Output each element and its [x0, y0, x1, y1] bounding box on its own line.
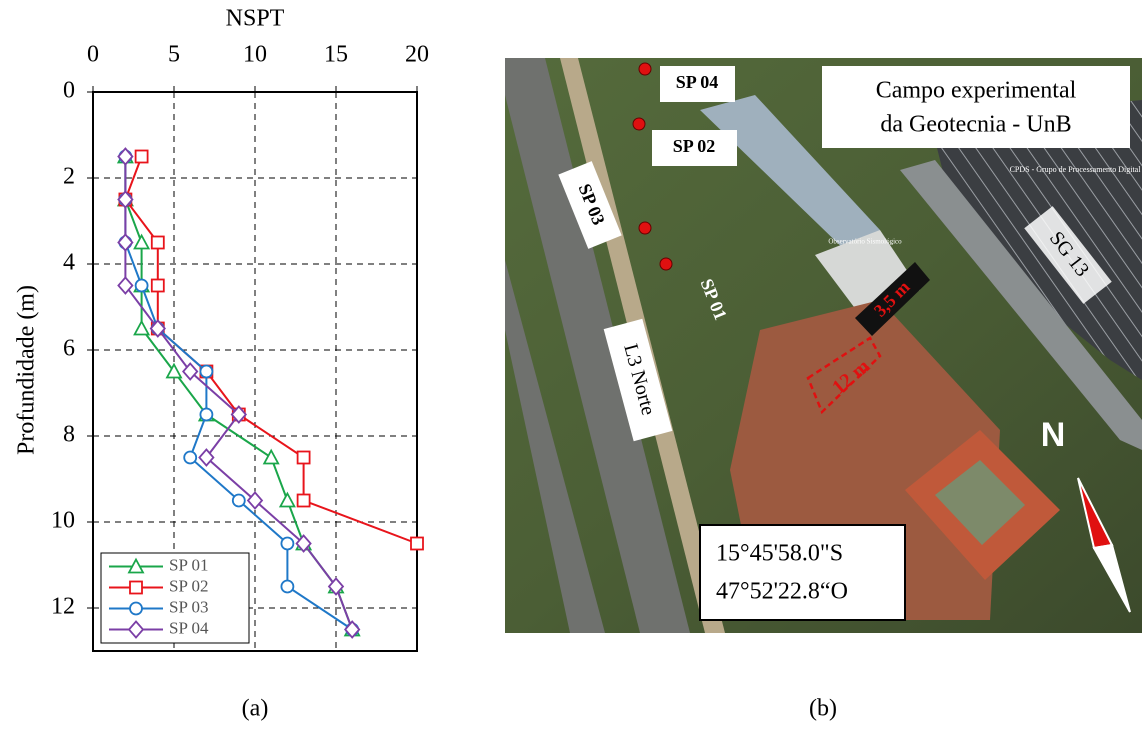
- marker: [295, 534, 312, 553]
- place-label: Observatório Sismológico: [828, 238, 902, 246]
- marker: [280, 579, 295, 594]
- point-label: SP 04: [676, 72, 719, 92]
- legend-label: SP 04: [169, 618, 209, 637]
- marker: [182, 362, 199, 381]
- marker: [296, 493, 311, 508]
- marker: [117, 233, 134, 252]
- y-tick-label: 10: [51, 508, 75, 534]
- map-title: da Geotecnia - UnB: [880, 112, 1071, 138]
- place-label: CPDS - Grupo de Processamento Digital: [1010, 165, 1142, 174]
- x-tick-label: 0: [87, 42, 99, 68]
- legend-label: SP 03: [169, 597, 209, 616]
- title-box: [822, 66, 1130, 148]
- marker: [278, 491, 296, 508]
- x-tick-label: 20: [405, 42, 429, 68]
- courtyard: [935, 460, 1025, 545]
- marker: [262, 448, 280, 465]
- caption: (a): [242, 696, 269, 722]
- marker: [198, 448, 215, 467]
- marker: [133, 233, 151, 250]
- longitude: 47°52'22.8“O: [716, 579, 848, 605]
- marker: [344, 620, 361, 639]
- y-tick-label: 6: [63, 336, 75, 362]
- marker: [327, 577, 345, 596]
- coords-box: [699, 524, 906, 621]
- sp-point: [659, 257, 673, 271]
- north-label: N: [1041, 416, 1066, 454]
- building: [700, 95, 880, 255]
- north-arrow: [1092, 543, 1131, 613]
- marker: [117, 147, 134, 166]
- marker: [199, 407, 214, 422]
- road-right: [900, 160, 1142, 450]
- point-label: SP 02: [673, 136, 716, 156]
- marker: [199, 364, 214, 379]
- chart-a: NSPT Profundidade (m) (a) 0 5 10 15 20 0 2 4 6 8 1…: [14, 6, 430, 722]
- marker: [165, 362, 183, 379]
- marker: [117, 276, 134, 295]
- marker: [230, 405, 247, 424]
- caption: (b): [809, 696, 837, 722]
- legend-marker: [127, 557, 145, 574]
- legend-marker: [129, 580, 143, 595]
- legend-box: [100, 552, 250, 644]
- x-tick-label: 10: [243, 42, 267, 68]
- marker: [231, 493, 246, 508]
- marker: [410, 536, 424, 551]
- marker: [150, 278, 165, 293]
- y-tick-label: 12: [51, 594, 75, 620]
- marker: [134, 149, 149, 164]
- x-axis-title: NSPT: [226, 6, 285, 32]
- marker: [133, 319, 151, 336]
- latitude: 15°45'58.0"S: [716, 541, 843, 567]
- y-tick-label: 8: [63, 422, 75, 448]
- road: [505, 58, 690, 633]
- road: [505, 260, 605, 633]
- legend-marker: [127, 620, 145, 639]
- label-box: [1024, 206, 1112, 304]
- marker: [149, 319, 166, 338]
- legend-marker: [129, 601, 143, 616]
- legend-label: SP 01: [169, 555, 209, 574]
- sp-point: [638, 221, 652, 235]
- marker: [183, 450, 198, 465]
- sp-point: [638, 62, 652, 76]
- dimension-outline: [806, 336, 882, 415]
- y-axis-title: Profundidade (m): [14, 285, 40, 455]
- marker: [280, 536, 295, 551]
- label-box: [558, 161, 622, 249]
- label-box: [652, 130, 737, 166]
- map-b: SP 04 SP 02 SP 03 SP 01 Campo experiment…: [505, 58, 1142, 722]
- marker: [246, 491, 264, 510]
- y-tick-label: 0: [63, 78, 75, 104]
- label-box: [603, 318, 673, 442]
- label-box: [660, 66, 735, 102]
- x-tick-label: 15: [324, 42, 348, 68]
- map-title: Campo experimental: [876, 78, 1077, 104]
- sp-point: [632, 117, 646, 131]
- y-tick-label: 4: [63, 250, 75, 276]
- marker: [134, 278, 149, 293]
- marker: [150, 235, 165, 250]
- legend-label: SP 02: [169, 576, 209, 595]
- x-tick-label: 5: [168, 42, 180, 68]
- y-tick-label: 2: [63, 164, 75, 190]
- marker: [117, 190, 134, 209]
- dimension-box: [855, 262, 930, 336]
- plot-frame: [92, 91, 418, 652]
- marker: [296, 450, 311, 465]
